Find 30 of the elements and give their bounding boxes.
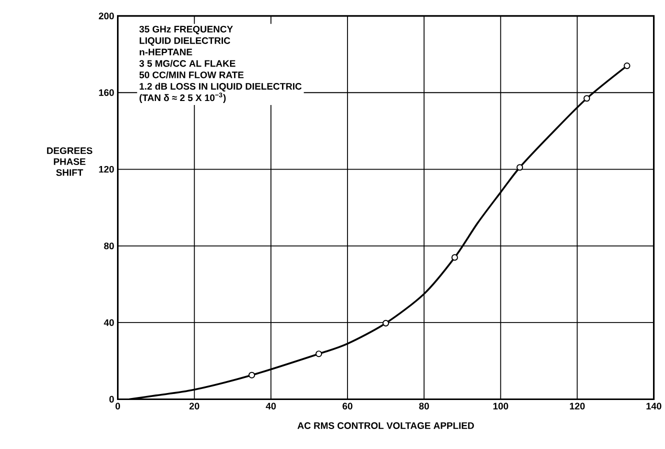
y-tick-label: 40 <box>104 319 114 326</box>
annotation: 3 5 MG/CC AL FLAKE <box>139 60 236 67</box>
x-tick-label: 60 <box>342 402 352 410</box>
point <box>248 372 256 378</box>
point <box>382 320 390 326</box>
annotation: 35 GHz FREQUENCY <box>139 26 233 34</box>
y-tick-label: 0 <box>109 396 114 403</box>
x-tick-label: 40 <box>266 402 276 410</box>
x-tick-label: 120 <box>570 402 585 410</box>
y-axis-title: DEGREES PHASE SHIFT <box>47 147 92 176</box>
x-tick-label: 140 <box>646 402 662 410</box>
annotation: n-HEPTANE <box>140 48 192 56</box>
annotation: 50 CC/MIN FLOW RATE <box>139 71 244 78</box>
point <box>516 164 524 171</box>
x-tick-label: 100 <box>493 402 508 410</box>
point <box>316 350 322 358</box>
x-tick-label: 20 <box>189 402 200 410</box>
point <box>451 254 458 261</box>
y-tick-label: 200 <box>98 12 114 20</box>
annotation: 1.2 dB LOSS IN LIQUID DIELECTRIC <box>140 82 302 92</box>
annotation: (TAN δ ≈ 2 5 X 10$^{−3}$) <box>140 92 226 103</box>
y-tick-label: 120 <box>99 166 114 173</box>
x-tick-label: 0 <box>116 402 120 410</box>
y-tick-label: 160 <box>99 89 114 96</box>
point <box>584 95 590 102</box>
point <box>624 62 630 69</box>
x-axis-title: AC RMS CONTROL VOLTAGE APPLIED <box>298 422 474 429</box>
y-tick-label: 80 <box>104 242 114 250</box>
annotation: LIQUID DIELECTRIC <box>140 37 230 46</box>
x-tick-label: 80 <box>419 402 429 410</box>
